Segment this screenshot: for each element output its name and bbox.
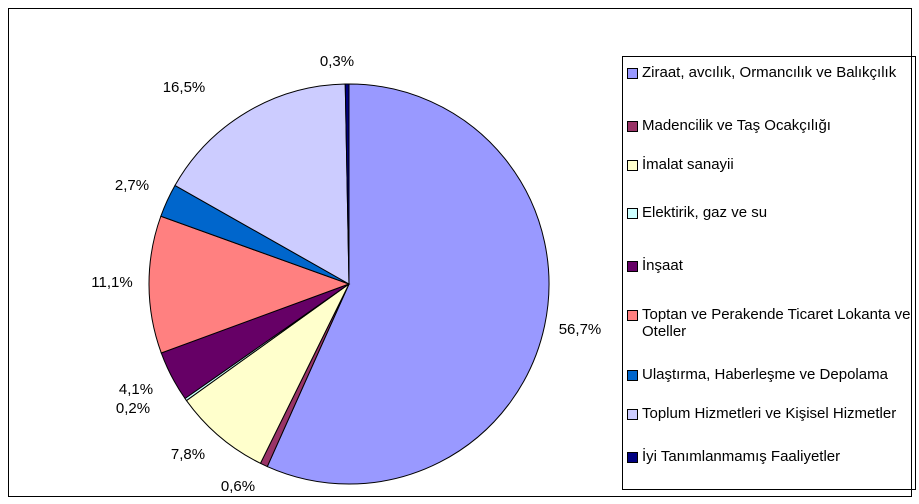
legend-swatch <box>627 261 638 272</box>
data-label: 0,3% <box>320 53 354 70</box>
legend-label: Toptan ve Perakende Ticaret Lokanta ve O… <box>642 306 911 340</box>
pie-slice <box>266 83 550 485</box>
legend-item: İmalat sanayii <box>627 156 913 173</box>
legend-label: Madencilik ve Taş Ocakçılığı <box>642 117 831 134</box>
legend-swatch <box>627 370 638 381</box>
legend-label: Ziraat, avcılık, Ormancılık ve Balıkçılı… <box>642 64 897 81</box>
legend-swatch <box>627 68 638 79</box>
data-label: 11,1% <box>91 274 132 291</box>
legend-item: İyi Tanımlanmamış Faaliyetler <box>627 448 913 465</box>
legend-item: Ulaştırma, Haberleşme ve Depolama <box>627 366 913 383</box>
legend-swatch <box>627 160 638 171</box>
legend-label: Ulaştırma, Haberleşme ve Depolama <box>642 366 888 383</box>
legend: Ziraat, avcılık, Ormancılık ve Balıkçılı… <box>622 56 916 490</box>
pie-slice <box>344 83 350 285</box>
legend-swatch <box>627 121 638 132</box>
legend-label: İnşaat <box>642 257 683 274</box>
data-label: 56,7% <box>559 321 602 338</box>
legend-swatch <box>627 208 638 219</box>
pie-slice <box>148 215 351 354</box>
data-label: 16,5% <box>163 79 206 96</box>
data-label: 4,1% <box>119 381 153 398</box>
legend-label: İmalat sanayii <box>642 156 734 173</box>
legend-item: Madencilik ve Taş Ocakçılığı <box>627 117 913 134</box>
data-label: 7,8% <box>171 446 205 463</box>
data-label: 0,2% <box>116 400 150 417</box>
data-label: 2,7% <box>115 177 149 194</box>
legend-item: İnşaat <box>627 257 913 274</box>
legend-item: Ziraat, avcılık, Ormancılık ve Balıkçılı… <box>627 64 913 81</box>
legend-swatch <box>627 409 638 420</box>
pie-slice <box>174 83 350 285</box>
legend-item: Toplum Hizmetleri ve Kişisel Hizmetler <box>627 405 913 422</box>
data-label: 0,6% <box>221 478 255 495</box>
pie-slice <box>185 283 350 464</box>
chart-border <box>8 8 912 497</box>
legend-label: Elektirik, gaz ve su <box>642 204 768 221</box>
legend-label: Toplum Hizmetleri ve Kişisel Hizmetler <box>642 405 897 422</box>
legend-item: Toptan ve Perakende Ticaret Lokanta ve O… <box>627 306 913 340</box>
legend-swatch <box>627 310 638 321</box>
legend-swatch <box>627 452 638 463</box>
legend-item: Elektirik, gaz ve su <box>627 204 913 221</box>
legend-label: İyi Tanımlanmamış Faaliyetler <box>642 448 841 465</box>
